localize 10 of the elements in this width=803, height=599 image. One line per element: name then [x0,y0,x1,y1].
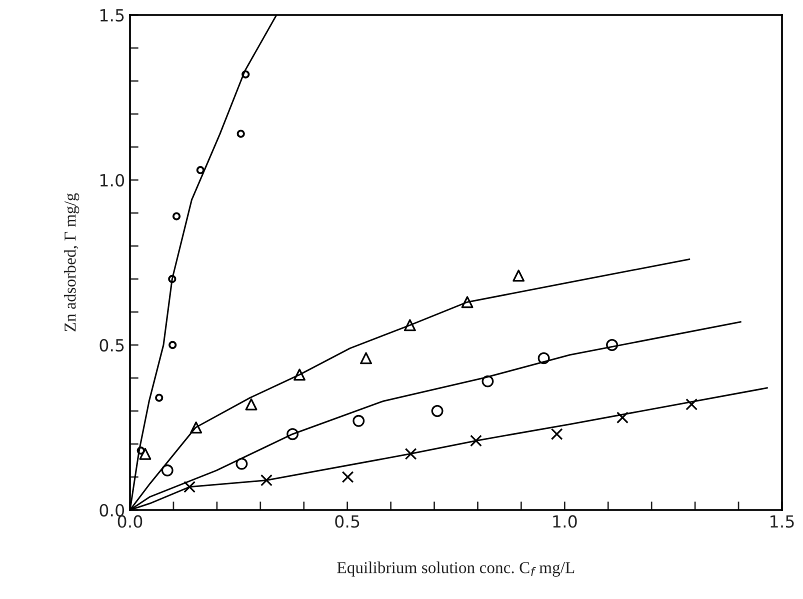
y-axis-title: Zn adsorbed, Γ mg/g [64,193,80,332]
x-axis-title: Equilibrium solution conc. C$_{f}$ mg/L [337,562,574,577]
y-tick-label: 0.0 [100,504,124,517]
y-tick-label: 1.5 [100,9,124,22]
x-tick-label: 1.0 [553,515,577,528]
y-tick-label: 1.0 [100,174,124,187]
y-tick-label: 0.5 [100,338,124,352]
x-tick-label: 1.5 [770,515,794,528]
x-tick-label: 0.0 [118,515,142,528]
x-tick-label: 0.5 [335,515,360,528]
